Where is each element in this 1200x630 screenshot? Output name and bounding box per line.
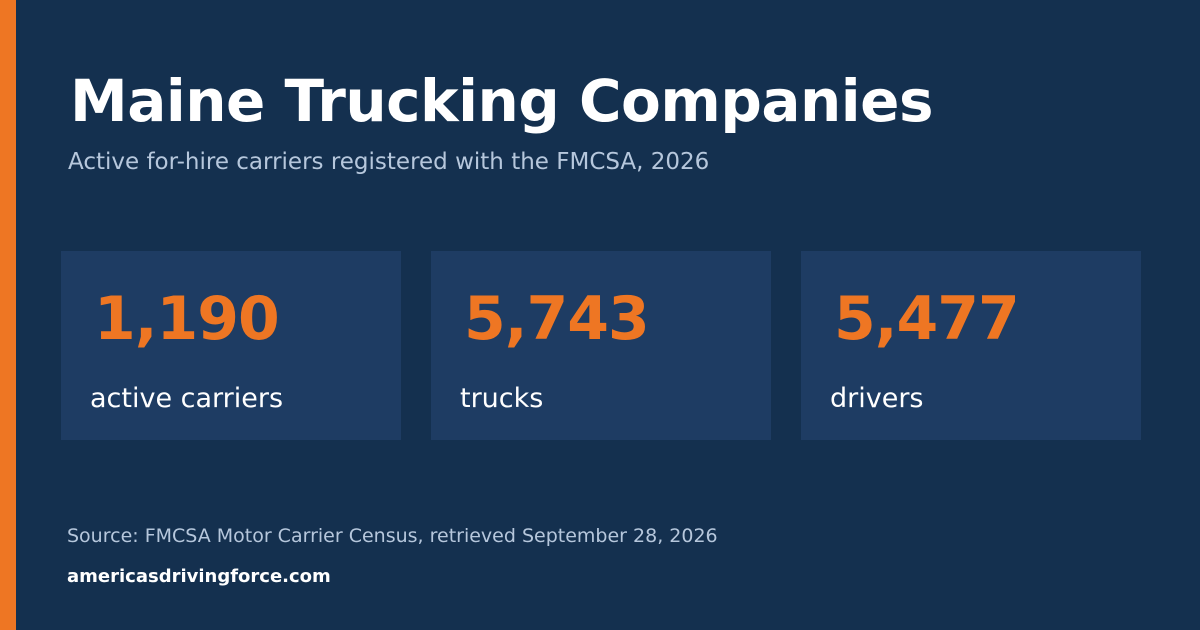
stat-value-carriers: 1,190 (94, 284, 280, 354)
site-url: americasdrivingforce.com (67, 566, 331, 587)
stat-value-trucks: 5,743 (464, 284, 650, 354)
page-title: Maine Trucking Companies (70, 67, 934, 135)
stat-box-carriers: 1,190 active carriers (61, 251, 401, 440)
stat-label-trucks: trucks (460, 383, 544, 414)
stat-label-carriers: active carriers (90, 383, 284, 414)
accent-bar (0, 0, 16, 630)
stat-label-drivers: drivers (830, 383, 924, 414)
stat-box-drivers: 5,477 drivers (801, 251, 1141, 440)
source-note: Source: FMCSA Motor Carrier Census, retr… (67, 525, 718, 547)
page-subtitle: Active for-hire carriers registered with… (68, 149, 710, 175)
stat-box-trucks: 5,743 trucks (431, 251, 771, 440)
stat-value-drivers: 5,477 (834, 284, 1020, 354)
